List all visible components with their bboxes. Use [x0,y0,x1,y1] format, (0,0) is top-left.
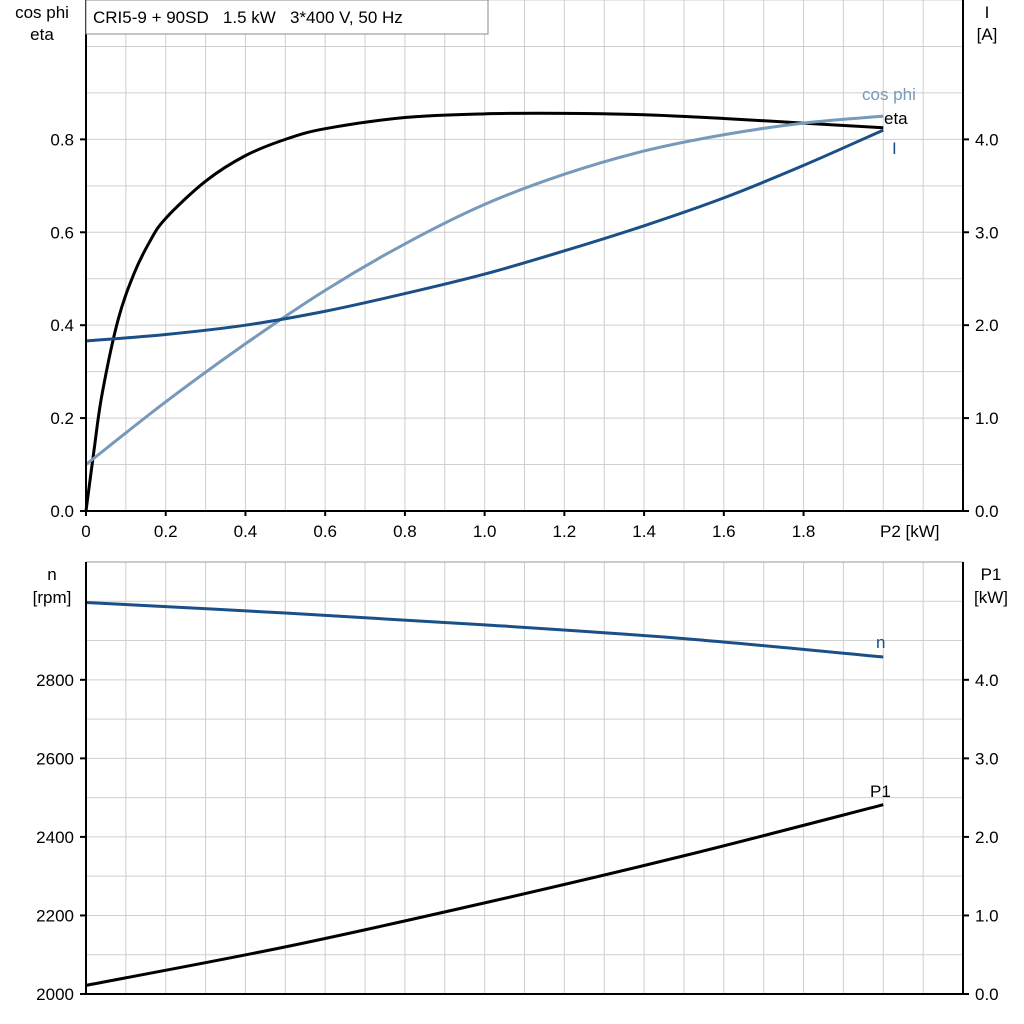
top-left-ylabel-1: cos phi [15,3,69,22]
series-line-p1 [85,803,884,987]
x-tick-label: 0.6 [313,522,337,541]
bottom-right-ylabel-1: P1 [981,565,1002,584]
y-tick-label-right: 2.0 [975,828,999,847]
top-right-ylabel-2: [A] [977,25,998,44]
title-box [85,0,489,35]
series-label-cos-phi: cos phi [862,85,916,104]
y-tick-label-right: 3.0 [975,223,999,242]
y-tick-label-right: 4.0 [975,130,999,149]
y-tick-label-left: 0.2 [50,409,74,428]
series-line-i [85,128,884,343]
top-right-ylabel-1: I [985,3,990,22]
y-tick-label-left: 2200 [36,906,74,925]
series-line-cos-phi [85,114,884,466]
x-tick-label: 0.8 [393,522,417,541]
x-tick-label: 0.4 [234,522,258,541]
series-label-p1: P1 [870,782,891,801]
y-tick-label-left: 0.8 [50,130,74,149]
y-tick-label-right: 1.0 [975,906,999,925]
y-tick-label-right: 4.0 [975,671,999,690]
x-tick-label: 1.6 [712,522,736,541]
x-tick-label: 0 [81,522,90,541]
x-axis-label: P2 [kW] [880,522,940,541]
series-line-eta [84,111,884,512]
y-tick-label-right: 0.0 [975,985,999,1004]
y-tick-label-right: 0.0 [975,502,999,521]
chart-title: CRI5-9 + 90SD 1.5 kW 3*400 V, 50 Hz [93,8,403,27]
y-tick-label-right: 2.0 [975,316,999,335]
x-tick-label: 0.2 [154,522,178,541]
bottom-left-ylabel-1: n [47,565,56,584]
bottom-right-ylabel-2: [kW] [974,588,1008,607]
y-tick-label-right: 3.0 [975,749,999,768]
y-tick-label-left: 2600 [36,749,74,768]
x-tick-label: 1.4 [632,522,656,541]
x-tick-label: 1.0 [473,522,497,541]
y-tick-label-right: 1.0 [975,409,999,428]
bottom-left-ylabel-2: [rpm] [33,588,72,607]
y-tick-label-left: 2800 [36,671,74,690]
y-tick-label-left: 0.4 [50,316,74,335]
top-left-ylabel-2: eta [30,25,54,44]
series-label-i: I [892,139,897,158]
y-tick-label-left: 0.6 [50,223,74,242]
series-label-eta: eta [884,109,908,128]
y-tick-label-left: 2000 [36,985,74,1004]
series-line-n [85,600,884,659]
series-label-n: n [876,633,885,652]
x-tick-label: 1.8 [792,522,816,541]
y-tick-label-left: 2400 [36,828,74,847]
x-tick-label: 1.2 [553,522,577,541]
y-tick-label-left: 0.0 [50,502,74,521]
